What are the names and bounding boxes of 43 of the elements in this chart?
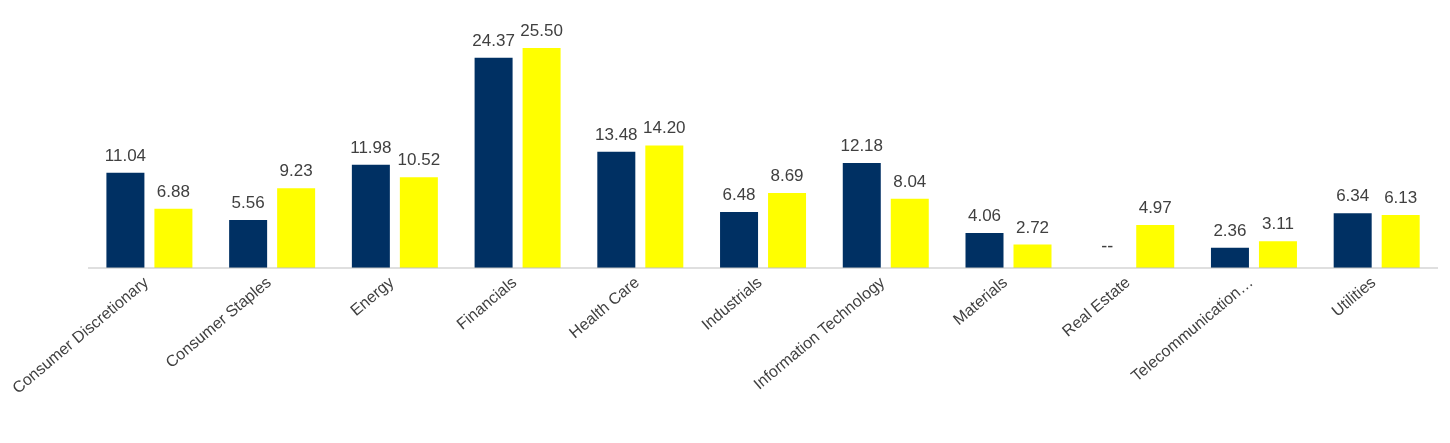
- bar: [1013, 244, 1052, 268]
- bar: [399, 177, 438, 268]
- data-label: 6.34: [1336, 186, 1370, 206]
- bar: [1136, 225, 1175, 268]
- data-label: 2.36: [1213, 220, 1247, 240]
- bar: [890, 198, 929, 268]
- data-label: 8.69: [770, 166, 804, 186]
- data-label: 24.37: [472, 30, 515, 50]
- data-label: 3.11: [1262, 214, 1294, 234]
- data-label: 10.52: [397, 150, 441, 170]
- bar: [474, 57, 513, 268]
- data-label: 11.98: [350, 137, 392, 157]
- bar: [154, 208, 193, 268]
- bar: [842, 162, 881, 268]
- data-label: 8.04: [893, 171, 927, 191]
- data-label: 13.48: [595, 124, 638, 144]
- bar: [351, 164, 390, 268]
- bar: [1258, 241, 1297, 268]
- bar: [645, 145, 684, 268]
- data-label: 12.18: [840, 135, 884, 155]
- bar: [106, 172, 145, 268]
- bar: [720, 212, 759, 268]
- data-label: 6.88: [156, 181, 190, 201]
- bar: [1381, 215, 1420, 268]
- bar: [1210, 247, 1249, 268]
- data-label: 4.97: [1138, 198, 1172, 218]
- bar: [965, 232, 1004, 268]
- bar: [229, 220, 268, 268]
- data-label: 11.04: [104, 145, 147, 165]
- bar: [522, 48, 561, 268]
- data-label: 25.50: [520, 21, 563, 40]
- text: --: [1101, 236, 1114, 256]
- data-label: 2.72: [1015, 217, 1050, 237]
- data-label: 5.56: [231, 193, 265, 213]
- data-label: 6.13: [1384, 188, 1418, 208]
- data-label: 9.23: [279, 161, 313, 181]
- bar: [597, 151, 636, 268]
- data-label: 4.06: [967, 205, 1002, 225]
- bar: [1333, 213, 1372, 268]
- data-label: 6.48: [722, 185, 756, 205]
- data-label: 14.20: [643, 118, 686, 138]
- bar: [277, 188, 316, 268]
- bar: [768, 193, 807, 268]
